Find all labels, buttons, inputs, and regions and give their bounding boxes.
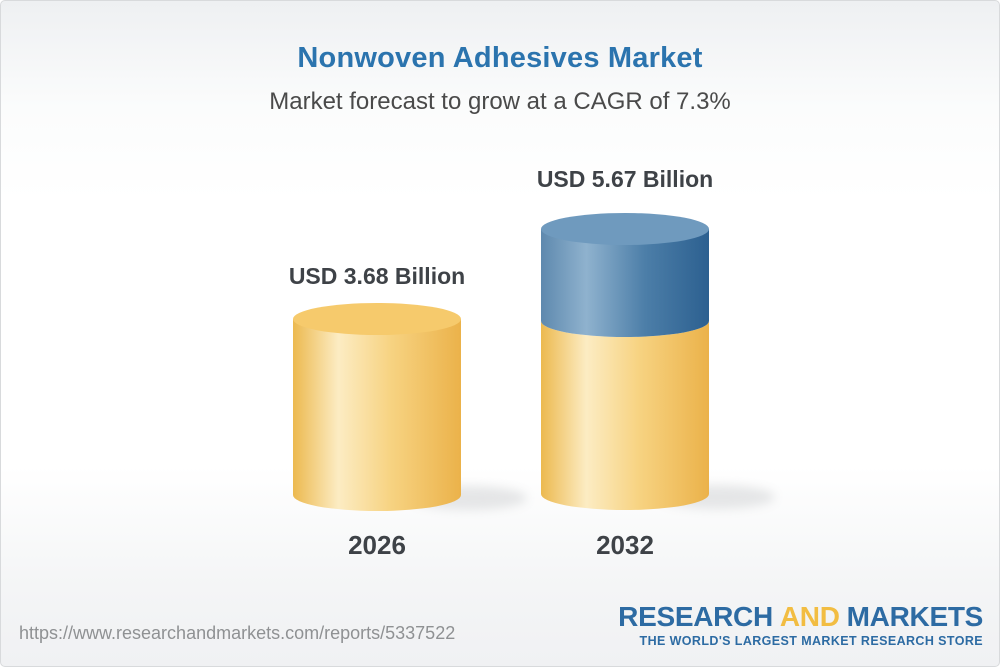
logo-word-markets: MARKETS: [846, 601, 984, 632]
logo-word-and: AND: [779, 601, 840, 632]
cylinder-2032-growth: [541, 213, 709, 337]
value-label-2032: USD 5.67 Billion: [536, 166, 714, 192]
logo-wordmark: RESEARCH AND MARKETS: [618, 603, 983, 631]
page-title: Nonwoven Adhesives Market: [297, 42, 703, 74]
cylinder-2032-base: [541, 321, 709, 510]
category-label-2032: 2032: [596, 530, 654, 560]
cylinder-2026: [293, 303, 461, 511]
category-label-2026: 2026: [348, 530, 406, 560]
logo-tagline: THE WORLD'S LARGEST MARKET RESEARCH STOR…: [639, 634, 983, 648]
page-subtitle: Market forecast to grow at a CAGR of 7.3…: [269, 88, 731, 115]
logo-word-research: RESEARCH: [618, 601, 773, 632]
report-url: https://www.researchandmarkets.com/repor…: [19, 623, 456, 643]
value-label-2026: USD 3.68 Billion: [288, 263, 466, 289]
research-and-markets-logo: RESEARCH AND MARKETS THE WORLD'S LARGEST M…: [618, 603, 983, 649]
